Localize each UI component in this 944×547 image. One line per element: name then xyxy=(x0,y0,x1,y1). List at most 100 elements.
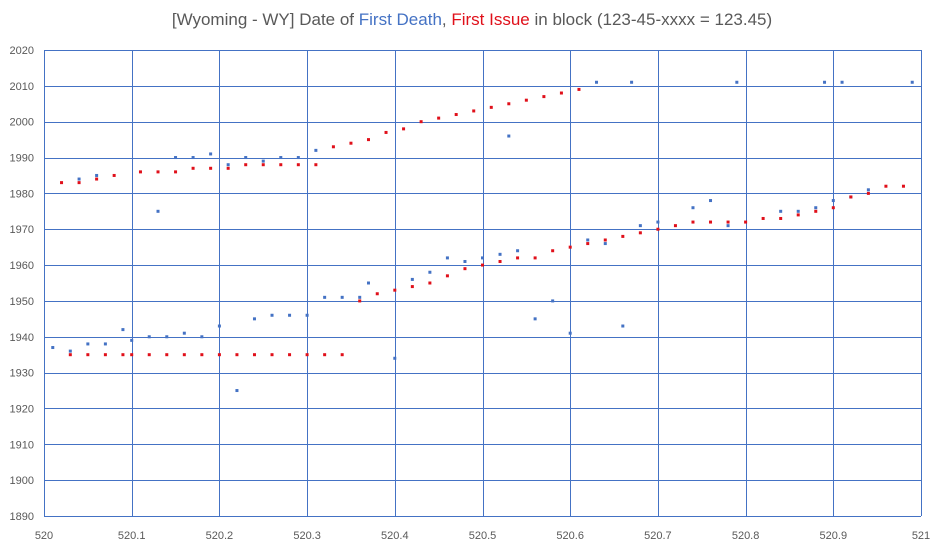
first-issue-point xyxy=(156,170,160,174)
first-issue-point xyxy=(814,209,818,213)
first-death-point xyxy=(200,335,204,339)
first-death-point xyxy=(586,238,590,242)
first-death-point xyxy=(568,331,572,335)
first-death-point xyxy=(86,342,90,346)
first-death-point xyxy=(533,317,537,321)
first-issue-point xyxy=(314,163,318,167)
x-tick-label: 520.7 xyxy=(644,530,672,542)
first-issue-point xyxy=(410,285,414,289)
x-tick-label: 520.2 xyxy=(206,530,234,542)
first-issue-point xyxy=(112,173,116,177)
x-tick-label: 520.6 xyxy=(556,530,584,542)
x-tick-label: 521 xyxy=(912,530,930,542)
first-death-point xyxy=(103,342,107,346)
first-death-point xyxy=(279,156,283,160)
first-issue-point xyxy=(384,130,388,134)
first-issue-point xyxy=(191,166,195,170)
first-death-point xyxy=(217,324,221,328)
first-death-point xyxy=(191,156,195,160)
first-issue-point xyxy=(621,234,625,238)
first-issue-point xyxy=(744,220,748,224)
first-death-point xyxy=(621,324,625,328)
first-death-point xyxy=(814,206,818,210)
first-death-point xyxy=(691,206,695,210)
first-issue-point xyxy=(516,256,520,260)
y-tick-label: 1930 xyxy=(10,368,34,380)
first-death-point xyxy=(866,188,870,192)
first-issue-point xyxy=(296,163,300,167)
first-issue-point xyxy=(331,145,335,149)
first-death-point xyxy=(314,148,318,152)
first-death-point xyxy=(735,80,739,84)
first-issue-point xyxy=(217,353,221,357)
first-issue-point xyxy=(200,353,204,357)
first-issue-point xyxy=(366,138,370,142)
first-death-point xyxy=(656,220,660,224)
first-death-point xyxy=(516,249,520,253)
first-issue-point xyxy=(130,353,134,357)
first-issue-point xyxy=(209,166,213,170)
first-issue-point xyxy=(226,166,230,170)
first-issue-point xyxy=(542,95,546,99)
y-tick-label: 1980 xyxy=(10,188,34,200)
y-tick-label: 1920 xyxy=(10,403,34,415)
first-death-point xyxy=(244,156,248,160)
y-axis-tick-labels: 1890 1900 1910 1920 1930 1940 1950 1960 1970 1980… xyxy=(10,45,34,523)
first-issue-point xyxy=(603,238,607,242)
y-tick-label: 2020 xyxy=(10,45,34,57)
first-issue-point xyxy=(252,353,256,357)
first-death-point xyxy=(498,252,502,256)
first-death-point xyxy=(121,328,125,332)
first-issue-point xyxy=(235,353,239,357)
x-tick-label: 520.5 xyxy=(469,530,497,542)
first-death-point xyxy=(726,224,730,228)
first-death-point xyxy=(323,295,327,299)
first-issue-point xyxy=(402,127,406,131)
first-issue-point xyxy=(288,353,292,357)
first-issue-point xyxy=(866,191,870,195)
first-death-point xyxy=(288,313,292,317)
first-death-point xyxy=(209,152,213,156)
y-tick-label: 1970 xyxy=(10,224,34,236)
first-issue-point xyxy=(182,353,186,357)
first-death-point xyxy=(638,224,642,228)
title-suffix: in block (123-45-xxxx = 123.45) xyxy=(529,10,773,29)
y-tick-label: 1900 xyxy=(10,475,34,487)
first-death-point xyxy=(410,277,414,281)
first-issue-point xyxy=(673,224,677,228)
first-issue-point xyxy=(463,267,467,271)
first-issue-point xyxy=(709,220,713,224)
first-death-point xyxy=(796,209,800,213)
y-tick-label: 2010 xyxy=(10,81,34,93)
first-death-point xyxy=(261,159,265,163)
first-issue-point xyxy=(244,163,248,167)
first-issue-point xyxy=(428,281,432,285)
first-death-point xyxy=(603,242,607,246)
first-issue-point xyxy=(831,206,835,210)
x-tick-label: 520.9 xyxy=(820,530,848,542)
x-axis-tick-labels: 520 520.1 520.2 520.3 520.4 520.5 520.6 520.7 52… xyxy=(35,530,930,542)
first-issue-point xyxy=(323,353,327,357)
first-death-point xyxy=(156,209,160,213)
first-issue-point xyxy=(437,116,441,120)
first-issue-point xyxy=(472,109,476,113)
first-death-point xyxy=(296,156,300,160)
first-death-point xyxy=(393,356,397,360)
first-issue-point xyxy=(568,245,572,249)
first-death-point xyxy=(463,259,467,263)
first-issue-point xyxy=(586,242,590,246)
first-death-point xyxy=(366,281,370,285)
first-issue-point xyxy=(454,113,458,117)
first-issue-point xyxy=(77,181,81,185)
grid-lines xyxy=(44,50,922,517)
first-issue-point xyxy=(796,213,800,217)
first-death-point xyxy=(630,80,634,84)
first-issue-point xyxy=(165,353,169,357)
first-death-point xyxy=(182,331,186,335)
first-death-point xyxy=(779,209,783,213)
first-issue-point xyxy=(691,220,695,224)
first-issue-point xyxy=(419,120,423,124)
first-issue-point xyxy=(507,102,511,106)
y-tick-label: 1940 xyxy=(10,332,34,344)
